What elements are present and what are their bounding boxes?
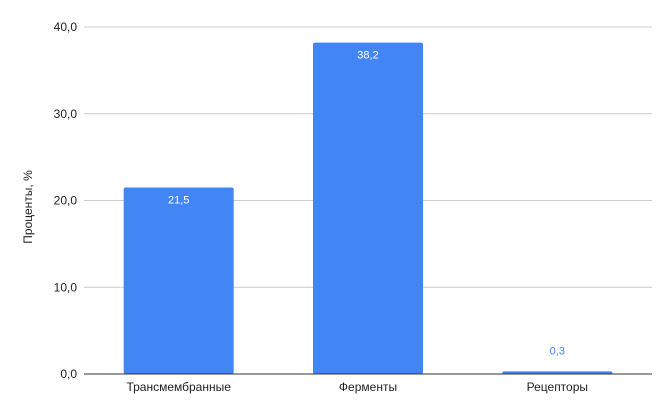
x-tick-label: Ферменты bbox=[339, 380, 397, 394]
bar bbox=[313, 42, 423, 375]
bar bbox=[123, 187, 234, 374]
y-tick-label: 0,0 bbox=[60, 367, 77, 381]
x-tick-label: Трансмембранные bbox=[126, 380, 231, 394]
y-tick-label: 10,0 bbox=[54, 280, 78, 294]
y-tick-label: 30,0 bbox=[54, 107, 78, 121]
y-axis-title: Проценты, % bbox=[21, 170, 35, 244]
data-label: 38,2 bbox=[357, 50, 378, 62]
x-tick-label: Рецепторы bbox=[527, 380, 588, 394]
bar bbox=[502, 371, 613, 374]
y-tick-label: 40,0 bbox=[54, 20, 78, 34]
data-label: 21,5 bbox=[168, 194, 189, 206]
y-axis-ticks: 0,0 10,0 20,0 30,0 40,0 bbox=[54, 20, 78, 381]
bars bbox=[123, 42, 613, 375]
data-labels: 21,5 38,2 0,3 bbox=[168, 50, 565, 358]
y-tick-label: 20,0 bbox=[54, 194, 78, 208]
x-axis-ticks: Трансмембранные Ферменты Рецепторы bbox=[126, 380, 588, 394]
data-label: 0,3 bbox=[550, 345, 565, 357]
